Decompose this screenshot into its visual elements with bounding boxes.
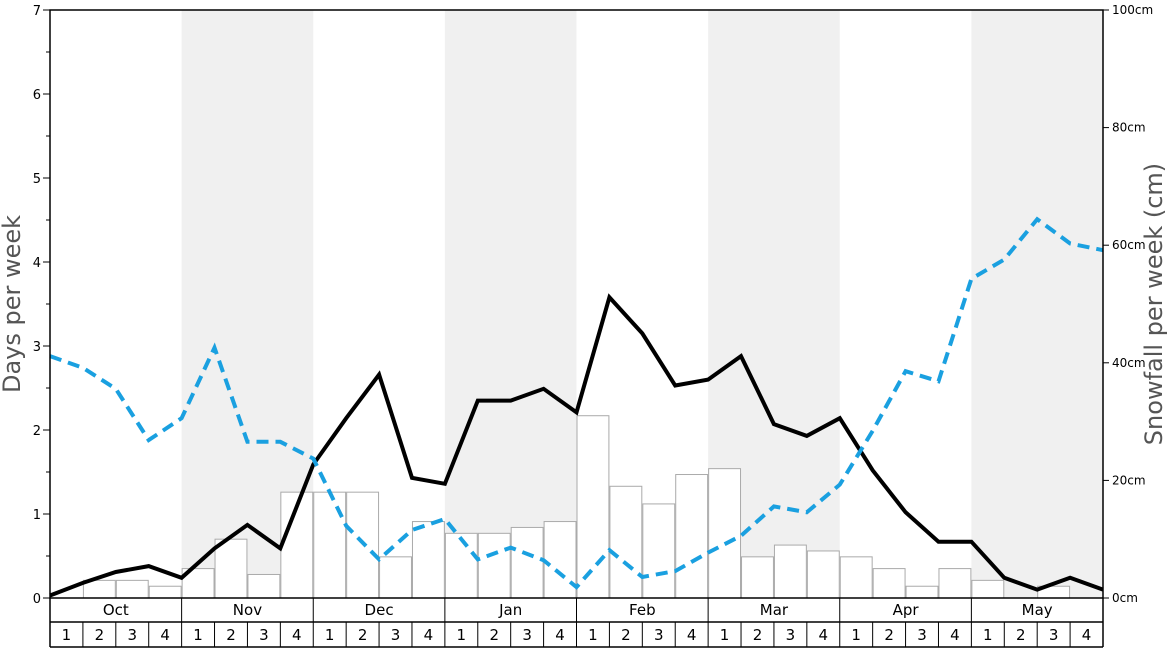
week-label: 2 [489,626,499,644]
week-label: 1 [720,626,730,644]
week-label: 1 [983,626,993,644]
week-label: 3 [917,626,927,644]
dashed-line [49,216,1104,590]
snowfall-bar [839,556,873,599]
snowfall-bar [115,579,149,599]
week-label: 4 [160,626,170,644]
left-axis-title: Days per week [0,215,26,393]
week-label: 4 [687,626,697,644]
snowfall-bar [642,503,676,599]
snowfall-bar [477,532,511,599]
week-label: 1 [588,626,598,644]
snowfall-bar [675,474,709,599]
snowfall-bar [148,585,182,599]
week-label: 2 [753,626,763,644]
snowfall-bar [905,585,939,599]
snowfall-bar [708,468,742,599]
week-label: 2 [884,626,894,644]
snowfall-bar [938,568,972,599]
snowfall-bar [214,538,248,599]
snowfall-bar [247,573,281,599]
snowfall-bar [872,568,906,599]
solid-line [49,293,1104,598]
week-label: 1 [62,626,72,644]
left-tick-label: 4 [33,256,41,271]
snowfall-bar [806,550,840,599]
week-label: 1 [457,626,467,644]
month-label: Feb [629,601,656,619]
left-axis: 0 1 2 3 4 5 6 7 [33,4,50,607]
week-label: 4 [424,626,434,644]
month-label: Oct [103,601,129,619]
snowfall-bar [379,556,412,599]
week-label: 2 [95,626,105,644]
week-label: 2 [358,626,368,644]
right-tick-label: 80cm [1112,121,1146,135]
week-label: 3 [127,626,137,644]
x-axis: Oct 1 2 3 4 Nov 1 2 3 4 Dec 1 2 3 4 Jan 1 2 3 4 Feb 1 2 3 4 Mar 1 2… [49,598,1104,648]
month-label: Nov [233,601,262,619]
snowfall-bar [411,521,445,599]
week-label: 4 [555,626,565,644]
right-tick-label: 60cm [1112,238,1146,252]
week-label: 3 [391,626,401,644]
week-label: 2 [226,626,236,644]
week-label: 2 [621,626,631,644]
snowfall-bar [773,544,807,599]
shade-jan [444,10,577,598]
snowfall-bar [971,579,1005,599]
week-label: 2 [1016,626,1026,644]
left-tick-label: 6 [33,88,41,103]
series-lines [49,216,1104,598]
left-tick-label: 3 [33,340,41,355]
week-label: 1 [325,626,335,644]
week-label: 3 [522,626,532,644]
right-axis: 0cm 20cm 40cm 60cm 80cm 100cm [1103,3,1153,605]
month-label: Jan [498,601,522,619]
week-label: 1 [193,626,203,644]
snowfall-bar [609,485,643,599]
week-label: 3 [259,626,269,644]
week-label: 4 [819,626,829,644]
shade-may [971,10,1103,598]
right-tick-label: 20cm [1112,473,1146,487]
snowfall-bar [741,556,774,599]
right-tick-label: 100cm [1112,3,1153,17]
snowfall-bar [576,415,610,599]
snowfall-bar [543,521,577,599]
week-label: 3 [786,626,796,644]
right-tick-label: 0cm [1112,591,1138,605]
left-tick-label: 2 [33,424,41,439]
week-label: 3 [654,626,664,644]
month-label: Mar [760,601,789,619]
week-label: 4 [1082,626,1092,644]
right-tick-label: 40cm [1112,356,1146,370]
left-tick-label: 7 [33,4,41,19]
week-label: 3 [1049,626,1059,644]
week-label: 4 [950,626,960,644]
week-label: 1 [851,626,861,644]
snowfall-bar [510,526,544,599]
snowfall-bar [313,491,347,599]
left-tick-label: 0 [33,592,41,607]
month-shading [181,10,1103,598]
week-label: 4 [292,626,302,644]
month-label: Dec [365,601,394,619]
left-tick-label: 1 [33,508,41,523]
month-label: May [1022,601,1053,619]
right-axis-title: Snowfall per week (cm) [1140,163,1168,445]
left-tick-label: 5 [33,172,41,187]
snowfall-bar [444,532,478,599]
month-label: Apr [893,601,920,619]
